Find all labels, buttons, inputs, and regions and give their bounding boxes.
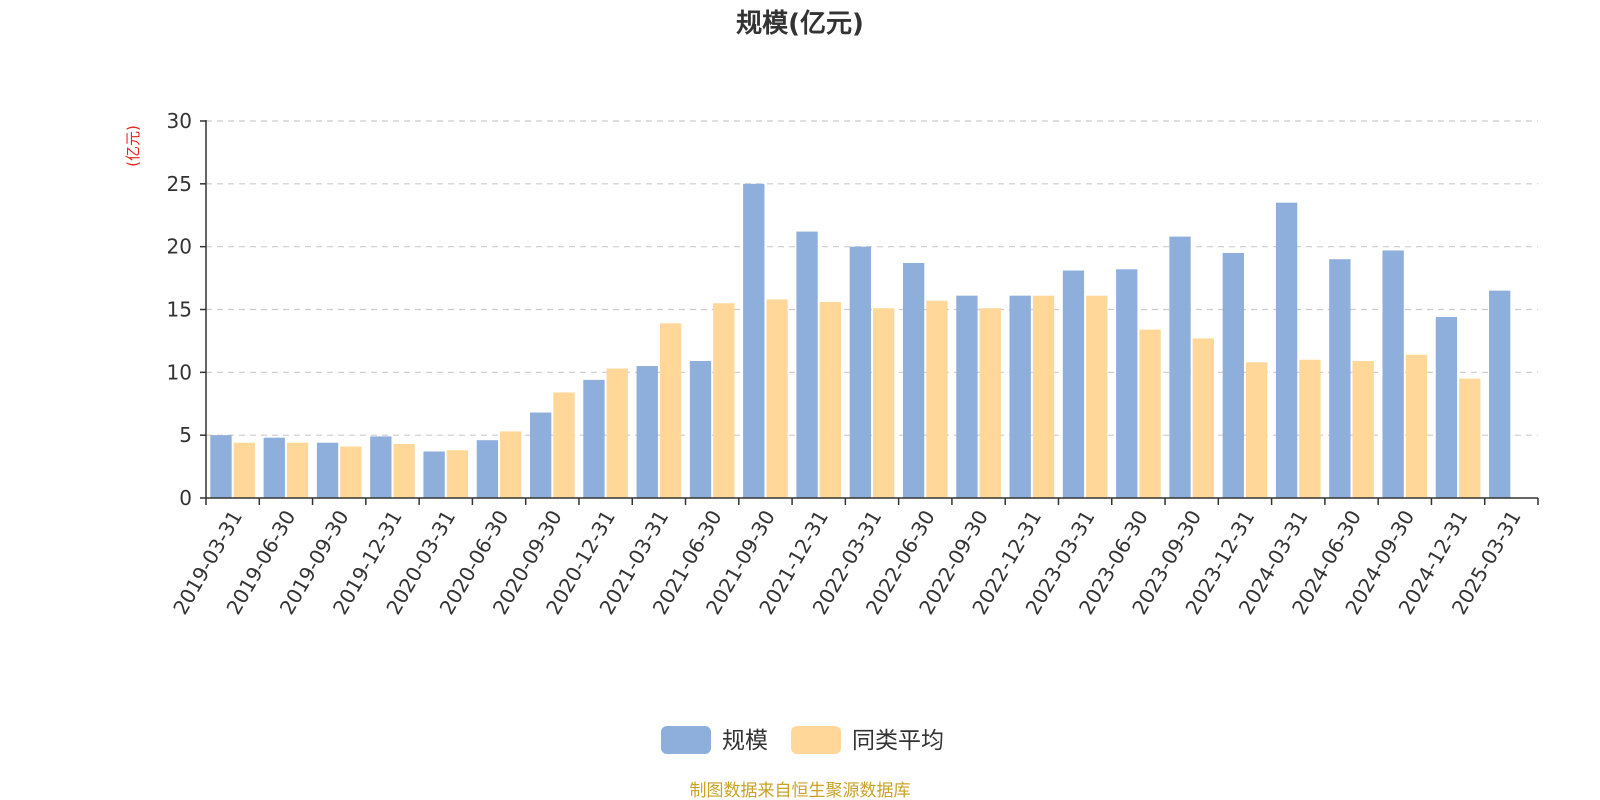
bar <box>530 412 552 498</box>
chart-title: 规模(亿元) <box>736 9 864 39</box>
y-tick-labels: 0 5 10 15 20 25 30 <box>167 109 192 510</box>
bar <box>819 301 842 498</box>
bar <box>1139 329 1161 498</box>
bar <box>1222 252 1244 498</box>
legend-label: 同类平均 <box>852 728 944 754</box>
bar <box>956 295 978 498</box>
bar <box>926 300 948 498</box>
bar <box>1275 202 1298 498</box>
y-tick-label: 0 <box>179 486 192 510</box>
legend-swatch <box>661 726 711 754</box>
bar <box>979 308 1001 498</box>
y-tick-label: 25 <box>167 172 192 196</box>
bar <box>370 436 392 498</box>
bar <box>423 451 445 498</box>
legend-swatch <box>791 726 841 754</box>
bar <box>766 299 788 498</box>
grid-lines <box>206 120 1538 436</box>
bar <box>553 392 575 498</box>
bar <box>636 366 658 498</box>
bar <box>1405 354 1428 498</box>
bar <box>393 443 415 498</box>
x-tick-labels: 2019-03-312019-06-302019-09-302019-12-31… <box>168 506 1526 619</box>
bar <box>1009 295 1031 498</box>
bar <box>743 183 765 499</box>
bar <box>902 263 925 498</box>
bars <box>210 183 1511 499</box>
y-tick-label: 15 <box>167 298 192 322</box>
source-note: 制图数据来自恒生聚源数据库 <box>690 781 911 800</box>
bar <box>233 442 255 498</box>
bar <box>796 231 818 498</box>
bar <box>340 446 362 498</box>
y-tick-label: 5 <box>179 423 192 447</box>
axes <box>200 120 1539 505</box>
legend: 规模 同类平均 <box>661 726 944 754</box>
bar <box>286 442 309 498</box>
bar <box>1169 236 1191 498</box>
y-tick-label: 30 <box>167 109 192 133</box>
bar <box>1116 269 1138 498</box>
bar <box>1489 290 1511 498</box>
bar <box>583 379 605 498</box>
bar <box>476 440 499 498</box>
bar <box>1435 317 1458 498</box>
bar <box>316 442 339 498</box>
bar <box>1352 361 1374 498</box>
bar <box>689 361 712 498</box>
y-tick-label: 10 <box>167 360 192 384</box>
bar <box>1192 338 1214 498</box>
bar <box>1459 378 1481 498</box>
bar <box>1299 359 1321 498</box>
y-tick-label: 20 <box>167 235 192 259</box>
legend-label: 规模 <box>722 728 768 754</box>
bar <box>446 450 469 498</box>
y-axis-label: (亿元) <box>124 125 142 167</box>
bar <box>263 437 285 498</box>
bar <box>1032 295 1055 498</box>
bar <box>1086 295 1108 498</box>
bar <box>1329 259 1351 498</box>
bar <box>713 303 735 498</box>
bar <box>1062 270 1085 498</box>
bar <box>873 308 895 498</box>
bar <box>1245 362 1268 498</box>
bar <box>210 435 232 498</box>
bar <box>1382 250 1404 498</box>
bar <box>606 368 628 498</box>
bar <box>500 431 522 498</box>
bar <box>849 246 871 498</box>
bar <box>659 323 682 498</box>
